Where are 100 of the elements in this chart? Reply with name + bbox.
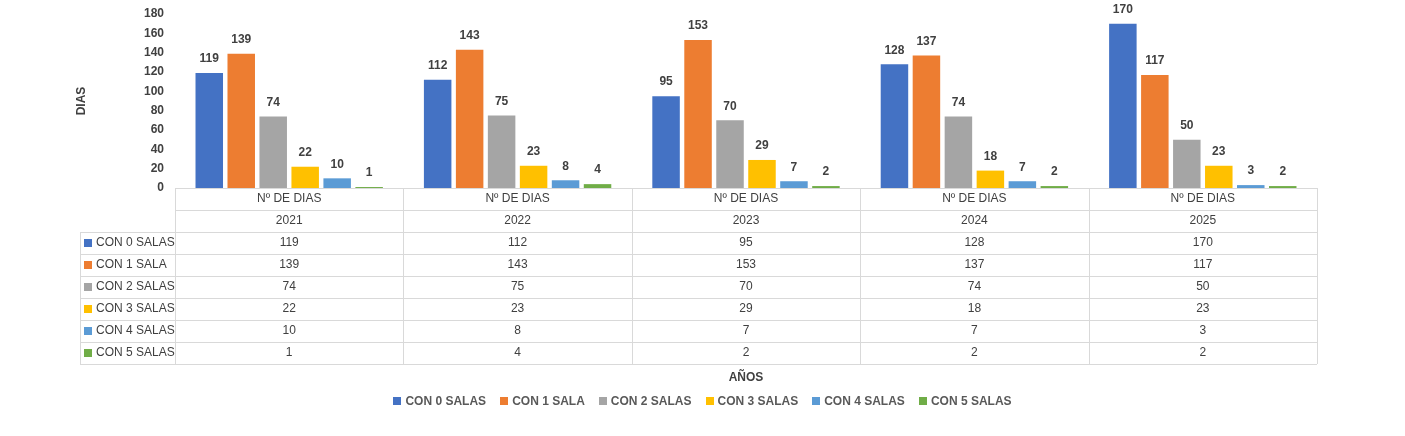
annotation: 2 — [822, 164, 830, 179]
x-tick-label: Nº DE DIAS 2021 — [257, 191, 322, 228]
bar — [487, 115, 516, 188]
text: CON 3 SALAS — [717, 394, 799, 408]
bar — [195, 72, 224, 188]
annotation: 7 — [790, 159, 798, 174]
bar — [716, 120, 744, 188]
text: CON 1 SALA — [512, 394, 585, 408]
annotation: 2 — [1051, 164, 1058, 179]
bar — [780, 181, 808, 188]
bar — [1141, 74, 1169, 188]
annotation: 2 — [1279, 164, 1287, 179]
annotation: 74 — [266, 94, 281, 109]
legend-label: CON 5 SALAS — [930, 394, 1012, 408]
data-label: 3 — [1199, 323, 1207, 338]
bar — [944, 116, 973, 188]
bar — [227, 53, 255, 188]
annotation: 22 — [298, 145, 313, 160]
data-label: 50 — [1196, 279, 1210, 294]
bar — [1008, 181, 1037, 188]
x-tick-label: Nº DE DIAS 2024 — [942, 191, 1007, 228]
y-tick-label: 80 — [150, 102, 165, 117]
text: CON 5 SALAS — [96, 345, 175, 359]
annotation: 128 — [884, 42, 905, 57]
data-label: 2 — [971, 345, 979, 360]
annotation: 29 — [755, 138, 769, 153]
annotation: 74 — [951, 94, 966, 109]
annotation: 23 — [526, 144, 541, 159]
y-tick-label: 140 — [143, 44, 165, 59]
data-label: 8 — [514, 323, 522, 338]
bar — [1237, 185, 1265, 188]
annotation: 10 — [330, 156, 345, 171]
data-label: 29 — [739, 301, 753, 316]
data-label: 74 — [967, 279, 982, 294]
data-label: 112 — [508, 235, 528, 250]
annotation: 1 — [365, 165, 373, 180]
data-label: 22 — [282, 301, 297, 316]
annotation: 137 — [916, 33, 937, 48]
y-tick-label: 40 — [150, 141, 165, 156]
bar — [551, 180, 580, 188]
annotation: 139 — [231, 31, 252, 46]
y-tick-label: 20 — [150, 160, 165, 175]
bar — [1173, 139, 1201, 188]
annotation: 143 — [459, 28, 480, 43]
y-tick-label: 100 — [143, 83, 165, 98]
annotation: 153 — [688, 18, 709, 33]
data-label: 2 — [742, 345, 750, 360]
data-label: 117 — [1193, 257, 1213, 272]
annotation: 4 — [594, 162, 602, 177]
bar — [652, 96, 680, 188]
data-label: 7 — [971, 323, 979, 338]
annotation: 3 — [1247, 163, 1255, 178]
legend-label: CON 0 SALAS — [96, 235, 175, 251]
data-label: 4 — [514, 345, 522, 360]
data-label: 75 — [510, 279, 525, 294]
annotation: 50 — [1180, 117, 1194, 132]
annotation: 112 — [427, 58, 448, 73]
legend-label: CON 2 SALAS — [96, 279, 175, 295]
bar — [880, 64, 909, 188]
annotation: 119 — [199, 51, 220, 66]
y-axis-title: DIAS — [73, 86, 88, 116]
annotation: 18 — [983, 148, 998, 163]
data-label: 23 — [510, 301, 525, 316]
data-label: 137 — [964, 257, 985, 272]
legend-label: CON 1 SALA — [96, 257, 167, 273]
y-tick-label: 0 — [157, 180, 165, 195]
bar — [912, 55, 941, 188]
y-tick-label: 120 — [143, 64, 165, 79]
data-label: 70 — [739, 279, 753, 294]
annotation: 75 — [494, 93, 509, 108]
bar — [323, 178, 351, 188]
bar — [583, 184, 612, 188]
annotation: 95 — [659, 74, 674, 89]
data-label: 2 — [1199, 345, 1207, 360]
data-label: 1 — [285, 345, 293, 360]
bar — [423, 79, 452, 188]
data-label: 74 — [282, 279, 297, 294]
x-tick-label: Nº DE DIAS 2025 — [1170, 191, 1235, 228]
y-tick-label: 180 — [143, 6, 165, 21]
data-label: 128 — [964, 235, 985, 250]
bar — [1205, 165, 1233, 188]
data-label: 119 — [279, 235, 300, 250]
data-label: 170 — [1192, 235, 1214, 250]
y-tick-label: 160 — [143, 25, 165, 40]
text: CON 4 SALAS — [824, 394, 905, 408]
legend-label: CON 4 SALAS — [96, 323, 175, 339]
y-tick-label: 60 — [150, 122, 165, 137]
data-label: 143 — [507, 257, 528, 272]
data-label: 139 — [279, 257, 300, 272]
x-tick-label: Nº DE DIAS 2023 — [713, 191, 779, 228]
annotation: 7 — [1019, 159, 1027, 174]
annotation: 117 — [1145, 53, 1165, 68]
data-label: 7 — [742, 323, 750, 338]
bar — [976, 170, 1005, 188]
legend-label: CON 3 SALAS — [96, 301, 175, 317]
x-tick-label: Nº DE DIAS 2022 — [485, 191, 550, 228]
bar — [259, 116, 287, 188]
data-label: 153 — [735, 257, 757, 272]
data-label: 95 — [739, 235, 753, 250]
annotation: 170 — [1112, 1, 1134, 16]
